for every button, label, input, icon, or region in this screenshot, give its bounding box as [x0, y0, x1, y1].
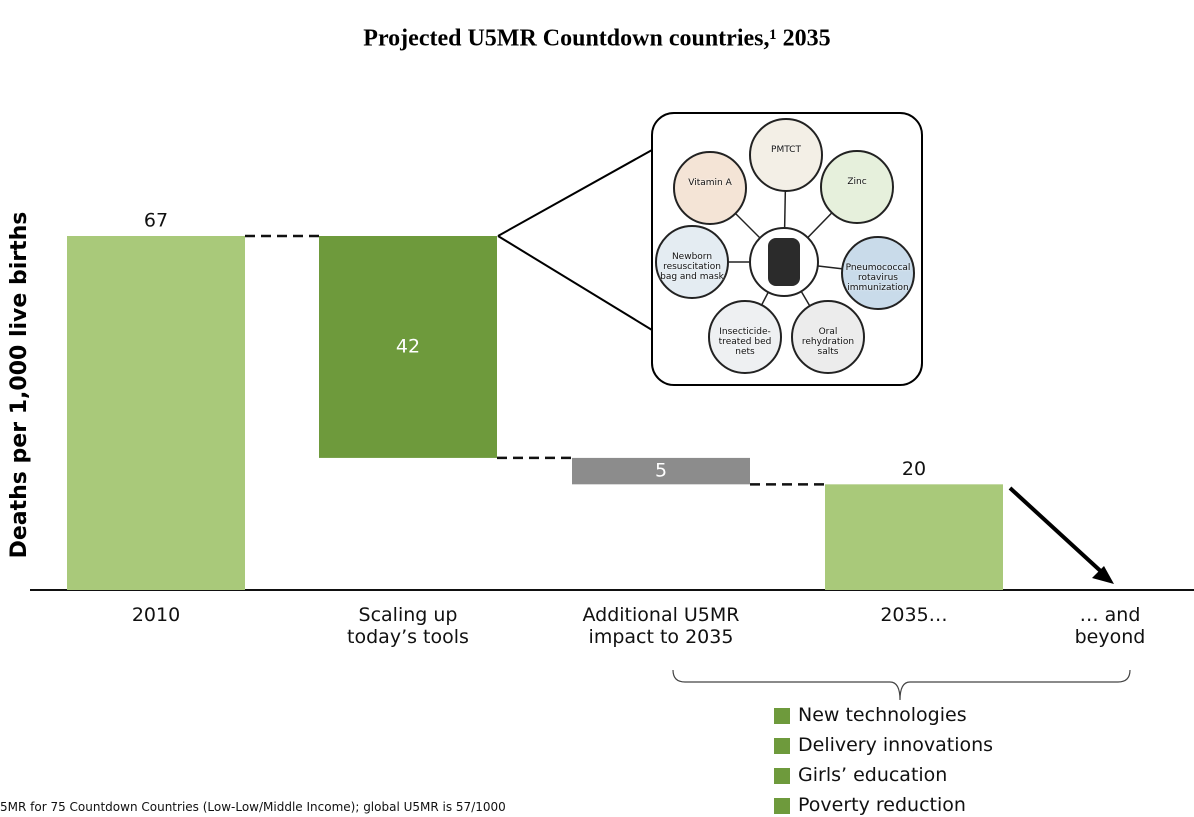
value-label: 42 [396, 335, 420, 357]
item-circle [749, 118, 823, 192]
item-circle [841, 236, 915, 310]
inset-label: Zinc [847, 177, 867, 187]
x-tick-label: 2035… [880, 604, 948, 626]
footnote: 5MR for 75 Countdown Countries (Low-Low/… [0, 800, 506, 814]
value-label: 5 [655, 460, 667, 482]
inset-label: Insecticide-treated bed nets [718, 327, 772, 357]
item-circle [708, 300, 782, 374]
item-marker [774, 768, 790, 784]
bracket-item: Delivery innovations [798, 734, 994, 756]
y-axis-label: Deaths per 1,000 live births [7, 212, 32, 559]
item-circle [655, 225, 729, 299]
arrow [1008, 486, 1108, 578]
bar [572, 457, 750, 485]
arrow-head [1092, 566, 1114, 584]
item-marker [774, 798, 790, 814]
inset-label: Oral rehydration salts [801, 327, 855, 357]
inset [497, 112, 923, 386]
bracket-item: Poverty reduction [798, 794, 966, 816]
bracket-item: Girls’ education [798, 764, 948, 786]
item-marker [774, 738, 790, 754]
chart-title: Projected U5MR Countdown countries,¹ 203… [363, 26, 830, 52]
backpack [768, 238, 800, 286]
value-label: 67 [144, 210, 168, 232]
bracket-item: New technologies [798, 704, 967, 726]
bar [825, 484, 1003, 590]
bracket [672, 669, 1131, 701]
bar [67, 236, 245, 590]
x-tick-label: 2010 [131, 604, 181, 626]
inset-label: Pneumococcal rotavirus immunization [845, 263, 911, 293]
x-tick-label: Scaling up today’s tools [347, 604, 469, 648]
bar [319, 236, 497, 458]
value-label: 20 [902, 458, 926, 480]
item-circle [791, 300, 865, 374]
inset-label: PMTCT [771, 145, 801, 155]
item-circle [820, 150, 894, 224]
inset-label: Newborn resuscitation bag and mask [660, 252, 724, 282]
x-tick-label: … and beyond [1074, 604, 1146, 648]
x-tick-label: Additional U5MR impact to 2035 [582, 604, 740, 648]
inset-label: Vitamin A [688, 178, 732, 188]
item-marker [774, 708, 790, 724]
item-circle [673, 151, 747, 225]
